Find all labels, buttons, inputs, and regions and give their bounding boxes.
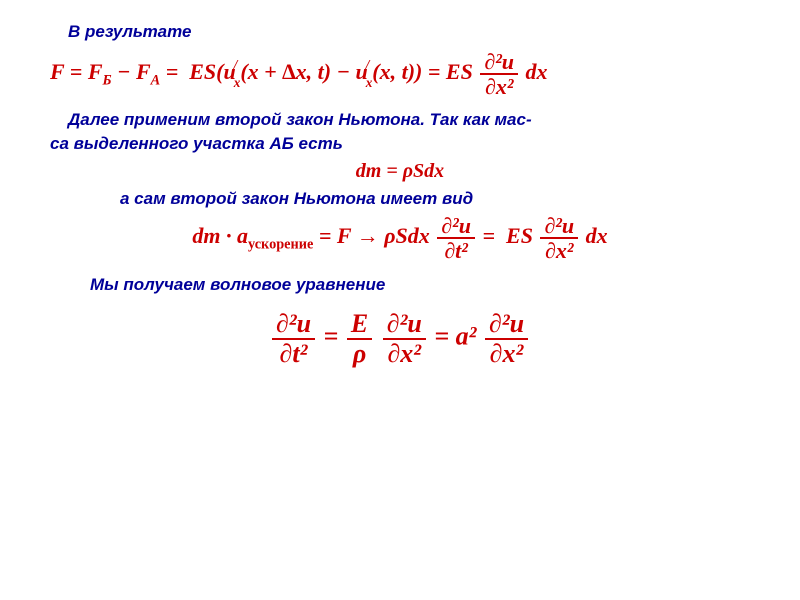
frac-final-3: ∂²u ∂x² <box>485 310 528 367</box>
dm-expr: dm = ρSdx <box>356 160 444 182</box>
frac-num2: ∂²u <box>437 214 475 239</box>
frac-den: ∂x² <box>480 75 518 98</box>
sym-eq2: = <box>166 59 184 84</box>
sym-FB-sub: Б <box>103 72 112 88</box>
frac-num3: ∂²u <box>540 214 578 239</box>
sym-eq5: = <box>482 224 500 249</box>
frac-d2u-dt2: ∂²u ∂t² <box>437 214 475 262</box>
sym-ES: ES <box>189 59 216 84</box>
fnumE: E <box>347 310 372 339</box>
frac-den2: ∂t² <box>437 239 475 262</box>
newton-text-b: са выделенного участка АБ есть <box>50 132 750 156</box>
frac-den3: ∂x² <box>540 239 578 262</box>
sym-minus2: − <box>337 59 356 84</box>
sym-dm: dm <box>192 224 220 249</box>
fnum2: ∂²u <box>383 310 426 339</box>
sym-FB: F <box>88 59 103 84</box>
equation-newton: dm · aускорение = F → ρSdx ∂²u ∂t² = ES … <box>50 214 750 262</box>
fnum3: ∂²u <box>485 310 528 339</box>
sym-dot: · <box>220 224 237 249</box>
sym-F2: F <box>337 224 351 249</box>
sym-eq: = <box>70 59 88 84</box>
newton-text-a: Далее применим второй закон Ньютона. Так… <box>50 108 750 132</box>
equation-force: F = FБ − FA = ES(u/x(x + ∆x, t) − u/x(x,… <box>50 50 750 98</box>
frac-d2u-dx2: ∂²u ∂x² <box>480 50 518 98</box>
sym-dx: dx <box>520 59 548 84</box>
sym-rhoSdx: ρSdx <box>384 224 430 249</box>
sym-eq7: = <box>434 322 455 351</box>
fnum1: ∂²u <box>272 310 315 339</box>
sym-arrow: → <box>357 224 385 249</box>
sym-a-sub: ускорение <box>248 237 313 253</box>
sym-arg1: (x + ∆x, t) <box>240 59 331 84</box>
fden2: ∂x² <box>383 340 426 367</box>
wave-text: Мы получаем волновое уравнение <box>50 273 750 297</box>
sym-rpar: ) <box>415 59 422 84</box>
frac-final-2: ∂²u ∂x² <box>383 310 426 367</box>
fdenRho: ρ <box>347 340 372 367</box>
sym-eq6: = <box>324 322 345 351</box>
sym-F: F <box>50 59 64 84</box>
fden1: ∂t² <box>272 340 315 367</box>
frac-d2u-dx2-b: ∂²u ∂x² <box>540 214 578 262</box>
sym-minus: − <box>117 59 136 84</box>
sym-ES3: ES <box>506 224 533 249</box>
sym-arg2: (x, t) <box>372 59 415 84</box>
frac-final-1: ∂²u ∂t² <box>272 310 315 367</box>
sym-dx2: dx <box>580 224 608 249</box>
fden3: ∂x² <box>485 340 528 367</box>
equation-wave: ∂²u ∂t² = E ρ ∂²u ∂x² = a² ∂²u ∂x² <box>50 310 750 367</box>
sym-a: a <box>237 224 248 249</box>
sym-FA: F <box>136 59 151 84</box>
sym-ES2: ES <box>446 59 473 84</box>
sym-asq: a² <box>456 322 477 351</box>
sym-FA-sub: A <box>151 72 161 88</box>
equation-dm: dm = ρSdx <box>50 160 750 183</box>
newton-form-text: а сам второй закон Ньютона имеет вид <box>50 187 750 211</box>
sym-eq3: = <box>428 59 446 84</box>
sym-eq4: = <box>319 224 337 249</box>
frac-E-rho: E ρ <box>347 310 372 367</box>
frac-num: ∂²u <box>480 50 518 75</box>
intro-text: В результате <box>50 20 750 44</box>
